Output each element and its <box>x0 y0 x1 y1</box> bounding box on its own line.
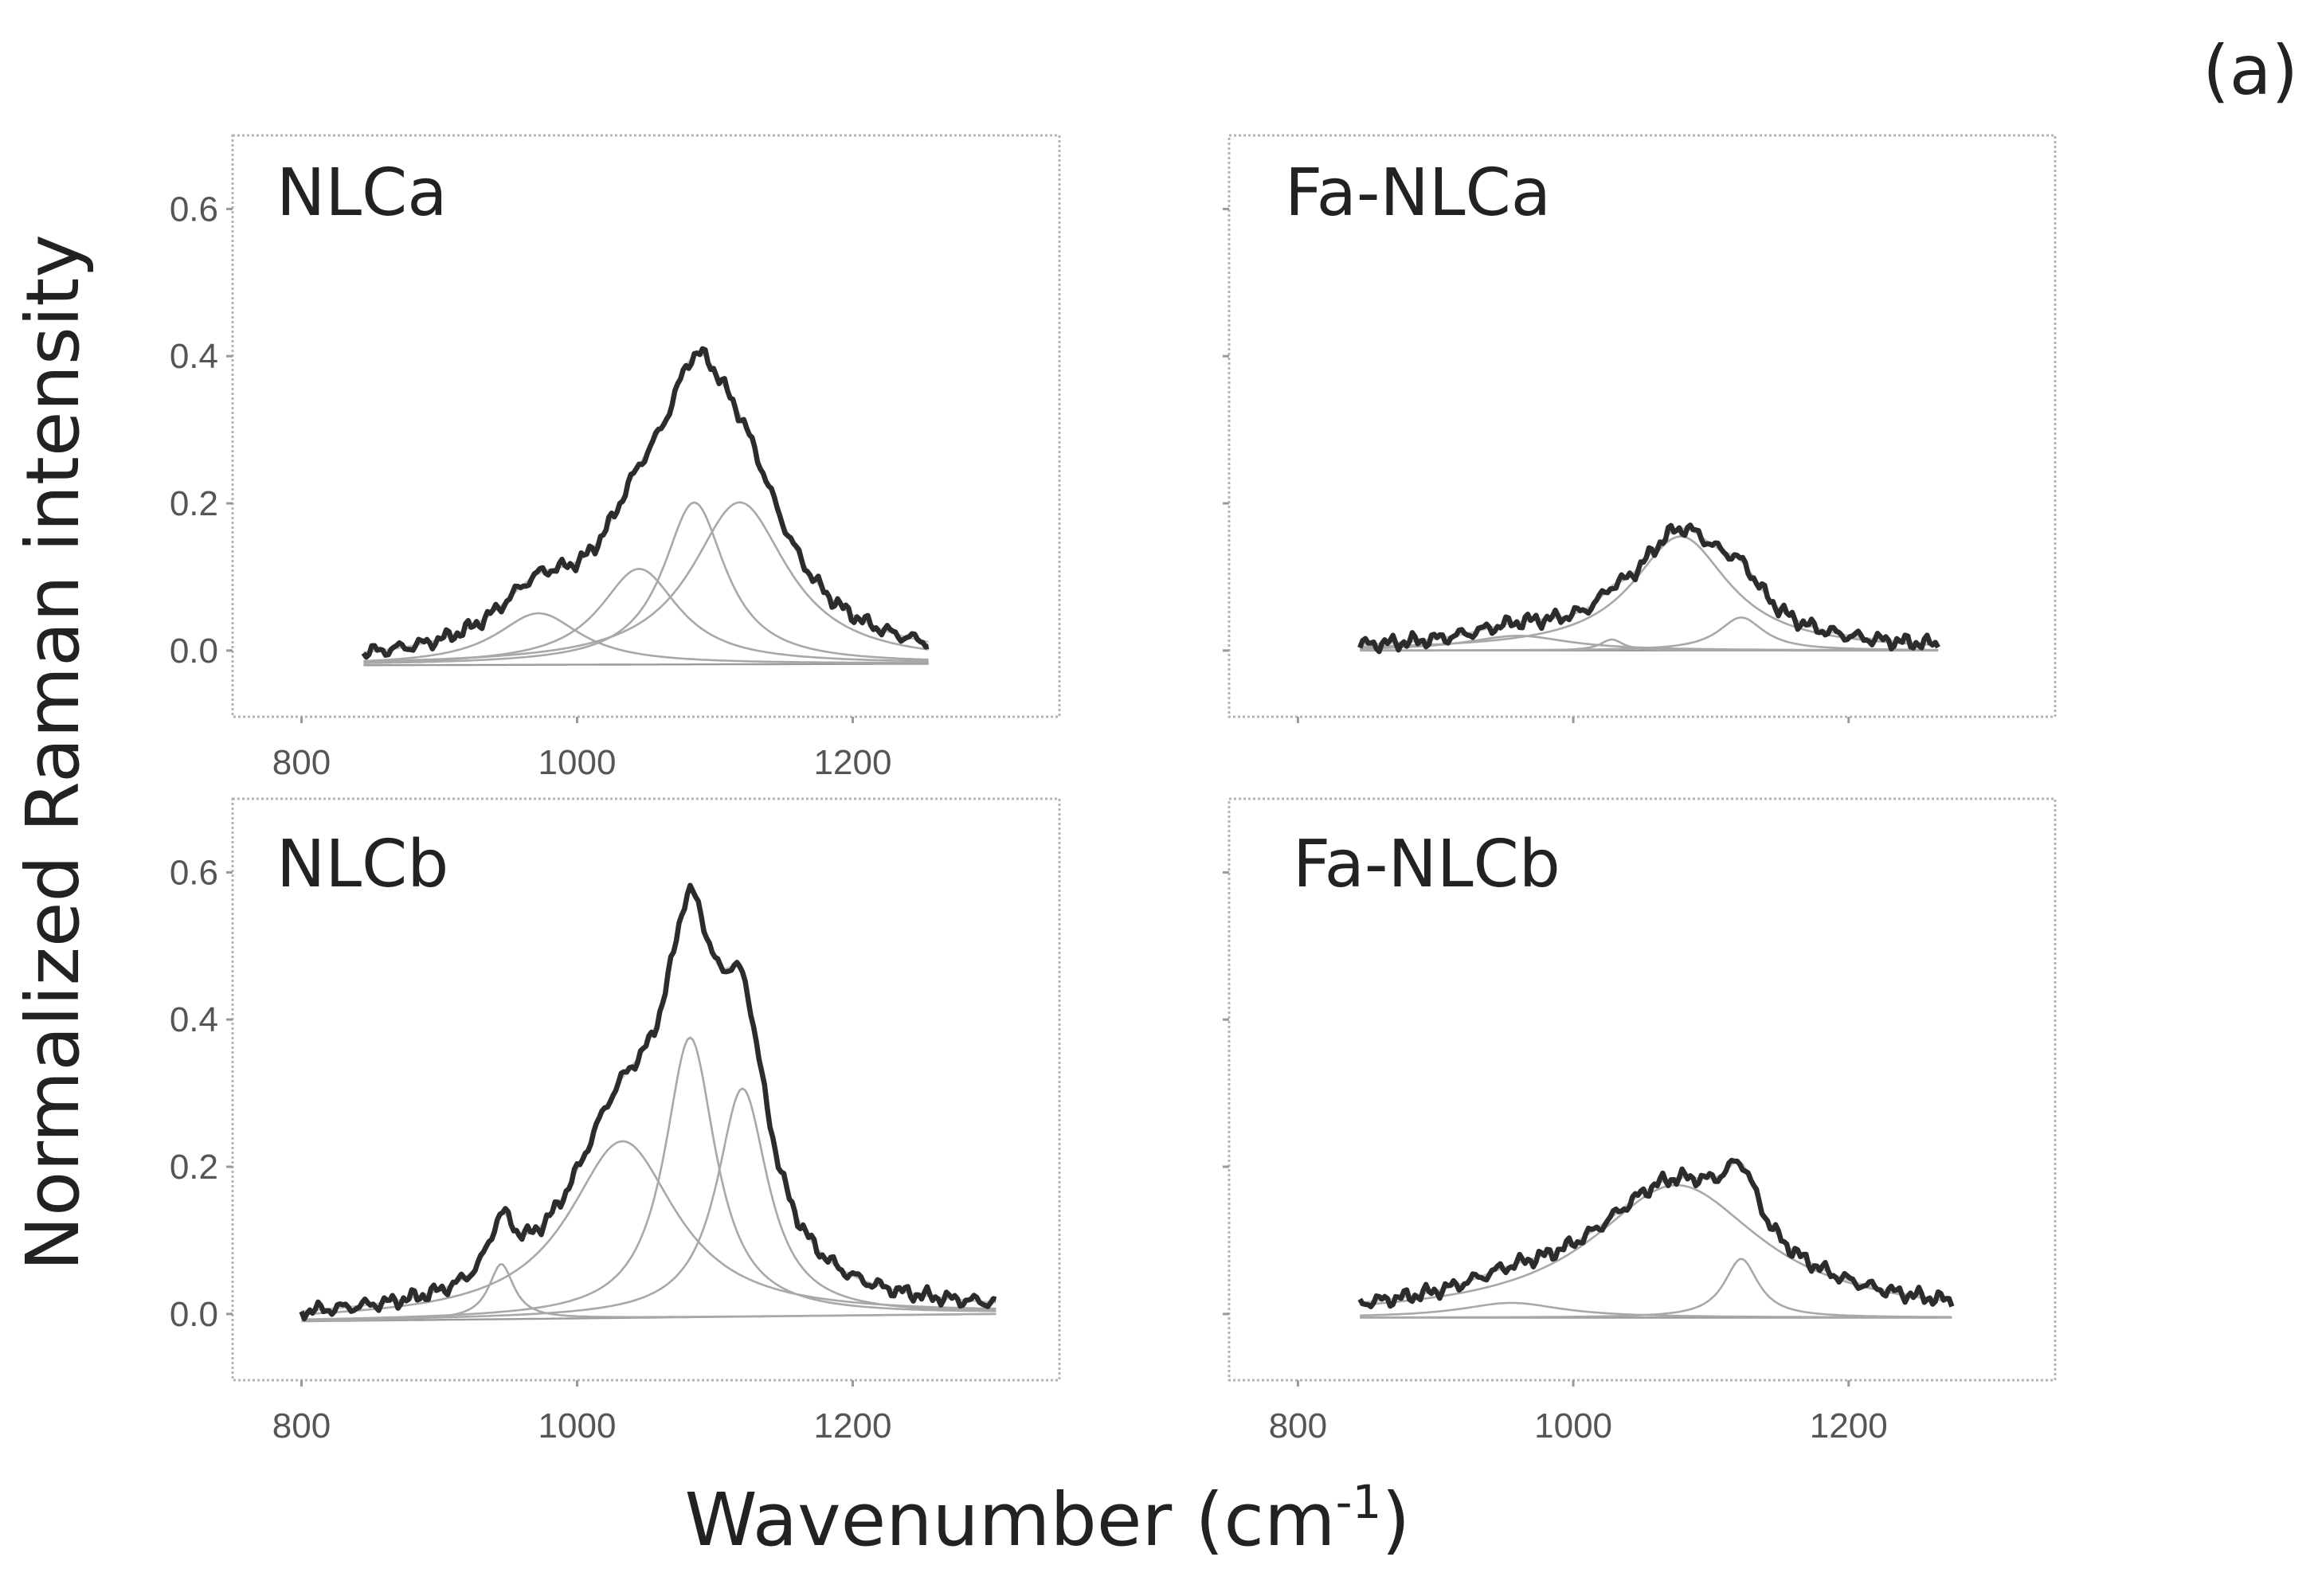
panel-nlcb: NLCb 0.0 0.2 0.4 0.6 800 1000 1200 <box>170 797 1061 1445</box>
y-tick-label: 0.2 <box>170 1148 218 1187</box>
fit-component-line <box>363 567 929 663</box>
x-tick-label: 1200 <box>814 1406 892 1445</box>
y-tick-label: 0.0 <box>170 632 218 671</box>
y-tick-label: 0.2 <box>170 484 218 523</box>
y-tick-label: 0.4 <box>170 1000 218 1039</box>
fit-component-line <box>301 1036 997 1321</box>
figure-tag: (a) <box>2202 31 2298 111</box>
baseline-line <box>363 663 929 667</box>
fit-component-line <box>363 501 929 663</box>
x-axis-title-main: Wavenumber (cm <box>685 1477 1336 1563</box>
y-tick-label: 0.0 <box>170 1295 218 1334</box>
x-axis-title-superscript: -1 <box>1336 1475 1382 1529</box>
panel-title: Fa-NLCa <box>1285 155 1551 231</box>
measured-spectrum-line <box>1357 1157 1955 1309</box>
x-tick-label: 1000 <box>538 743 617 782</box>
panel-title: NLCa <box>276 155 448 231</box>
panel-frame <box>1228 134 2057 718</box>
fit-component-line <box>363 612 929 664</box>
panel-fa-nlca: Fa-NLCa <box>1223 134 2057 723</box>
x-tick-label: 1200 <box>1810 1406 1888 1445</box>
x-tick-label: 800 <box>272 1406 331 1445</box>
x-tick-label: 1000 <box>1534 1406 1612 1445</box>
panel-title: NLCb <box>276 827 448 902</box>
fit-component-line <box>301 1087 997 1321</box>
measured-spectrum-line <box>1357 522 1940 655</box>
panel-fa-nlcb: Fa-NLCb 800 1000 1200 <box>1223 797 2057 1445</box>
x-tick-label: 1000 <box>538 1406 617 1445</box>
x-tick-label: 800 <box>1269 1406 1327 1445</box>
panels: NLCa 0.0 0.2 0.4 0.6 800 1000 1200 Fa-NLCa NLCb 0.… <box>170 134 2057 1445</box>
x-tick-label: 1200 <box>814 743 892 782</box>
fit-component-line <box>1360 616 1939 651</box>
panel-nlca: NLCa 0.0 0.2 0.4 0.6 800 1000 1200 <box>170 134 1061 782</box>
panel-title: Fa-NLCb <box>1293 827 1560 902</box>
panel-frame <box>1228 797 2057 1382</box>
panel-frame <box>231 797 1061 1382</box>
x-axis-title-end: ) <box>1381 1477 1410 1563</box>
fit-component-line <box>1360 1258 1952 1319</box>
y-tick-label: 0.4 <box>170 337 218 376</box>
y-tick-label: 0.6 <box>170 190 218 229</box>
x-axis-title: Wavenumber (cm-1) <box>685 1475 1411 1563</box>
measured-spectrum-line <box>299 882 997 1322</box>
panel-frame <box>231 134 1061 718</box>
fit-sum-line <box>301 891 997 1312</box>
measured-spectrum-line <box>361 346 930 660</box>
fit-component-line <box>363 501 929 664</box>
y-tick-label: 0.6 <box>170 853 218 892</box>
y-axis-title: Normalized Raman intensity <box>10 234 96 1271</box>
x-tick-label: 800 <box>272 743 331 782</box>
